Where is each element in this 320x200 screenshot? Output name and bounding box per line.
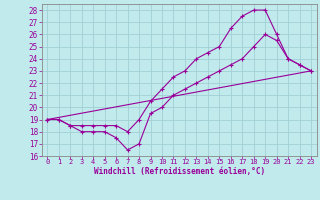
X-axis label: Windchill (Refroidissement éolien,°C): Windchill (Refroidissement éolien,°C)	[94, 167, 265, 176]
